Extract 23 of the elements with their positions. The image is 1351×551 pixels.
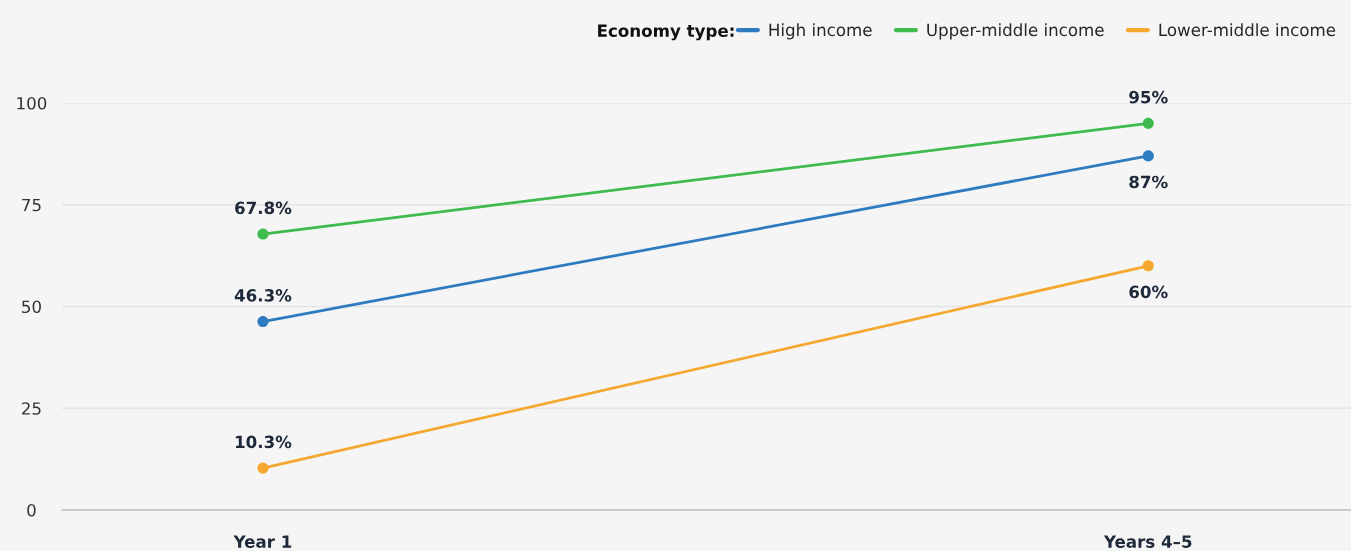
data-label: 87% [1129,175,1168,189]
legend-label: Lower-middle income [1159,23,1336,37]
legend-title: Economy type: [598,24,734,41]
point [1142,150,1154,162]
y-tick-label: 75 [22,198,41,212]
y-tick-label: 0 [27,503,36,517]
x-tick-label: Years 4–5 [1103,535,1192,548]
point [257,316,269,328]
data-label: 10.3% [235,435,292,449]
point [1142,260,1154,272]
point [1142,117,1154,129]
legend-label: Upper-middle income [927,23,1104,40]
point [257,228,269,240]
point [257,462,269,474]
data-label: 67.8% [235,201,292,215]
data-label: 95% [1129,90,1168,104]
x-tick-label: Year 1 [233,535,292,548]
y-tick-label: 50 [22,300,41,314]
legend-label: High income [769,23,872,40]
data-label: 46.3% [234,289,292,302]
y-tick-label: 25 [22,402,41,415]
data-label: 60% [1129,285,1168,299]
y-tick-label: 100 [17,96,47,110]
